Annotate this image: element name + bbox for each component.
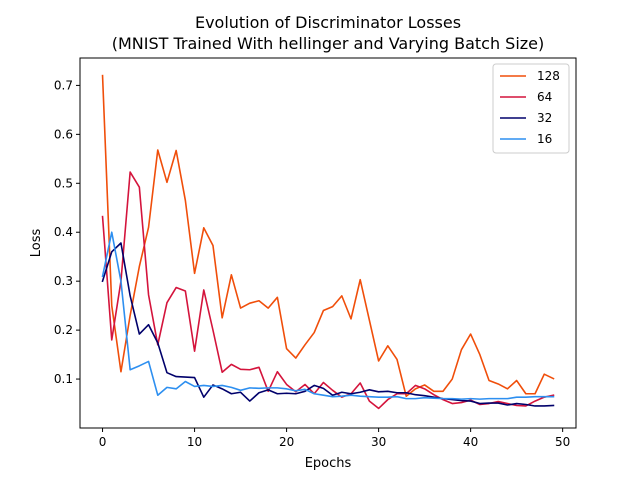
x-tick-label: 40: [463, 435, 478, 449]
chart-title-line-2: (MNIST Trained With hellinger and Varyin…: [112, 34, 545, 53]
y-axis-label: Loss: [29, 229, 44, 258]
x-axis-label: Epochs: [305, 456, 352, 471]
y-tick-label: 0.6: [54, 127, 73, 141]
x-tick-label: 50: [555, 435, 570, 449]
legend-entries: 128 64 32 16: [500, 69, 560, 146]
y-tick-label: 0.2: [54, 323, 73, 337]
chart-title-line-1: Evolution of Discriminator Losses: [195, 13, 461, 32]
series-line-128: [101, 74, 555, 397]
y-tick-label: 0.5: [54, 176, 73, 190]
x-tick-label: 10: [187, 435, 202, 449]
x-tick-label: 20: [279, 435, 294, 449]
legend-box: [492, 63, 570, 154]
y-tick-label: 0.4: [54, 225, 73, 239]
x-tick-label: 30: [371, 435, 386, 449]
y-tick-label: 0.7: [54, 78, 73, 92]
series-line-16: [101, 231, 555, 400]
legend-label-16: 16: [537, 132, 552, 146]
legend-label-64: 64: [537, 90, 552, 104]
y-tick-label: 0.1: [54, 372, 73, 386]
legend-label-128: 128: [537, 69, 560, 83]
axis-ticks-group: 0 10 20 30 40 50 0.1 0.2 0.3 0.4 0.5 0.6 0.7: [54, 78, 570, 449]
series-line-32: [101, 242, 555, 407]
y-tick-label: 0.3: [54, 274, 73, 288]
legend: 128 64 32 16: [492, 63, 570, 154]
legend-label-32: 32: [537, 111, 552, 125]
plot-frame: [79, 57, 577, 429]
series-lines-group: [101, 74, 555, 410]
x-tick-label: 0: [99, 435, 107, 449]
